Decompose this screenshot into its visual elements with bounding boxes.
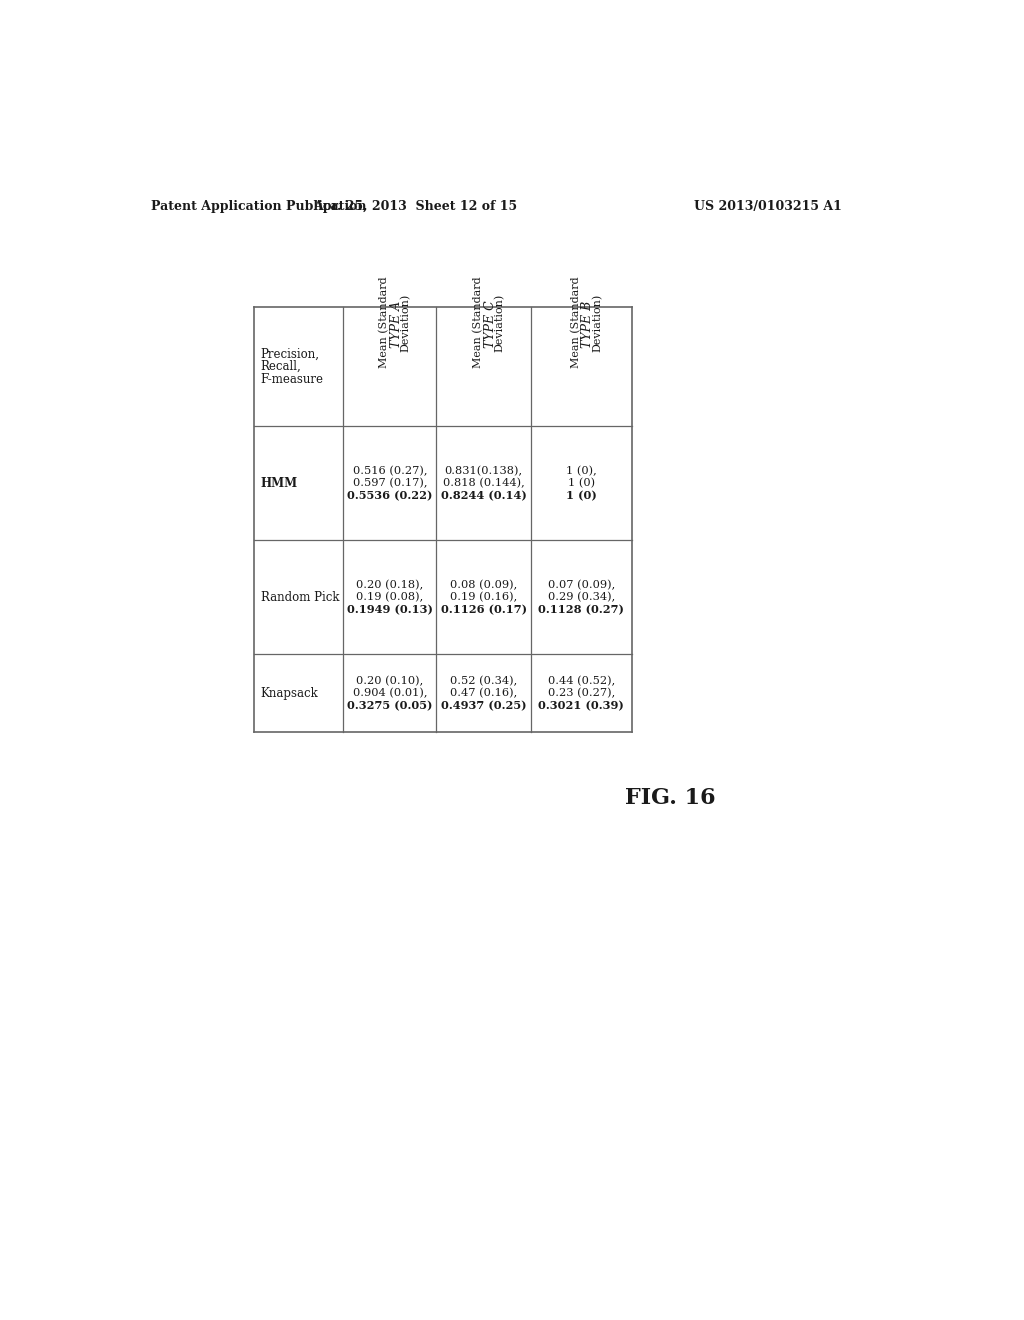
Text: Precision,: Precision, <box>260 348 319 360</box>
Text: US 2013/0103215 A1: US 2013/0103215 A1 <box>693 199 842 213</box>
Text: Random Pick: Random Pick <box>260 591 339 603</box>
Text: 0.3275 (0.05): 0.3275 (0.05) <box>347 700 433 711</box>
Text: 1 (0),: 1 (0), <box>566 466 597 477</box>
Text: 0.20 (0.18),: 0.20 (0.18), <box>356 579 424 590</box>
Text: Deviation): Deviation) <box>495 293 505 351</box>
Text: 0.1949 (0.13): 0.1949 (0.13) <box>347 605 433 615</box>
Text: 0.08 (0.09),: 0.08 (0.09), <box>451 579 517 590</box>
Text: 0.516 (0.27),: 0.516 (0.27), <box>352 466 427 477</box>
Text: FIG. 16: FIG. 16 <box>626 787 716 808</box>
Text: HMM: HMM <box>260 477 298 490</box>
Text: 0.1128 (0.27): 0.1128 (0.27) <box>539 605 625 615</box>
Text: 0.29 (0.34),: 0.29 (0.34), <box>548 593 615 602</box>
Text: Deviation): Deviation) <box>400 293 411 351</box>
Text: 0.23 (0.27),: 0.23 (0.27), <box>548 688 615 698</box>
Text: 0.5536 (0.22): 0.5536 (0.22) <box>347 490 433 502</box>
Text: Mean (Standard: Mean (Standard <box>570 277 581 368</box>
Text: Mean (Standard: Mean (Standard <box>379 277 389 368</box>
Text: Patent Application Publication: Patent Application Publication <box>152 199 367 213</box>
Text: 1 (0): 1 (0) <box>568 478 595 488</box>
Text: Knapsack: Knapsack <box>260 686 318 700</box>
Text: 0.47 (0.16),: 0.47 (0.16), <box>451 688 517 698</box>
Text: 0.19 (0.08),: 0.19 (0.08), <box>356 593 424 602</box>
Text: Recall,: Recall, <box>260 360 301 374</box>
Text: 0.818 (0.144),: 0.818 (0.144), <box>442 478 524 488</box>
Text: 0.1126 (0.17): 0.1126 (0.17) <box>440 605 526 615</box>
Text: 0.19 (0.16),: 0.19 (0.16), <box>451 593 517 602</box>
Text: 0.52 (0.34),: 0.52 (0.34), <box>451 676 517 686</box>
Text: TYPE C: TYPE C <box>483 300 497 348</box>
Text: F-measure: F-measure <box>260 372 324 385</box>
Text: 0.8244 (0.14): 0.8244 (0.14) <box>440 490 526 502</box>
Text: Deviation): Deviation) <box>592 293 602 351</box>
Text: 0.3021 (0.39): 0.3021 (0.39) <box>539 700 625 711</box>
Text: Mean (Standard: Mean (Standard <box>473 277 483 368</box>
Text: 1 (0): 1 (0) <box>566 490 597 502</box>
Text: 0.44 (0.52),: 0.44 (0.52), <box>548 676 615 686</box>
Text: Apr. 25, 2013  Sheet 12 of 15: Apr. 25, 2013 Sheet 12 of 15 <box>312 199 517 213</box>
Text: 0.07 (0.09),: 0.07 (0.09), <box>548 579 615 590</box>
Text: 0.597 (0.17),: 0.597 (0.17), <box>352 478 427 488</box>
Text: 0.904 (0.01),: 0.904 (0.01), <box>352 688 427 698</box>
Text: TYPE B: TYPE B <box>582 301 594 347</box>
Text: 0.831(0.138),: 0.831(0.138), <box>444 466 523 477</box>
Text: 0.20 (0.10),: 0.20 (0.10), <box>356 676 424 686</box>
Text: TYPE A: TYPE A <box>390 301 403 347</box>
Text: 0.4937 (0.25): 0.4937 (0.25) <box>441 700 526 711</box>
